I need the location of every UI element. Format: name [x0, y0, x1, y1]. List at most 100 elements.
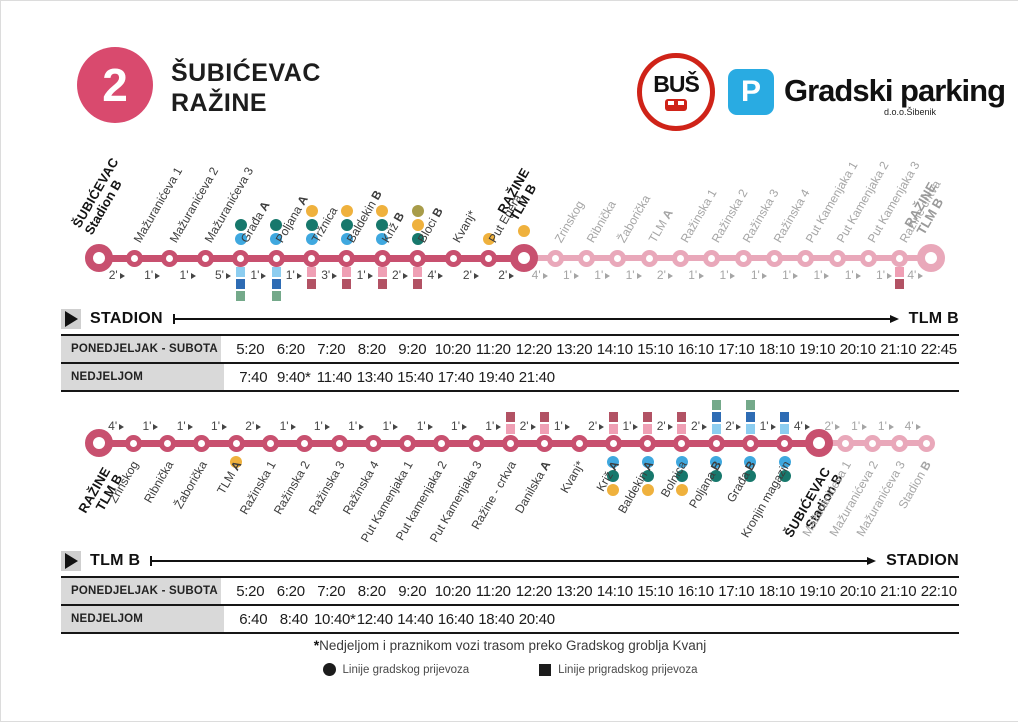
- city-line-dot-marker: [744, 470, 757, 482]
- station-circle: [741, 434, 759, 452]
- legend-suburban-lines: Linije prigradskog prijevoza: [539, 663, 697, 676]
- station-circle: [805, 429, 833, 457]
- segment-time: 1': [617, 268, 651, 282]
- time-arrow-icon: [699, 273, 705, 279]
- station-circle: [227, 434, 245, 452]
- city-line-dot-marker: [305, 205, 318, 217]
- suburban-line-square-marker: [236, 267, 246, 277]
- time-arrow-icon: [701, 424, 707, 430]
- time-cell: 6:20: [276, 582, 305, 600]
- route-number-badge: 2: [77, 47, 153, 123]
- time-cell: 5:20: [236, 582, 265, 600]
- timetable-tlmb-to-stadion: TLM B STADION PONEDJELJAK - SUBOTA 5:20 6:…: [61, 549, 959, 634]
- time-arrow-icon: [824, 273, 830, 279]
- time-arrow-icon: [636, 273, 642, 279]
- station-circle: [917, 434, 935, 452]
- station-circle: [859, 249, 877, 267]
- city-line-dot-marker: [675, 484, 688, 496]
- city-line-dot-marker: [305, 219, 318, 231]
- segment-time: 2': [716, 419, 750, 433]
- city-line-dot-marker: [411, 219, 424, 231]
- city-line-dot-marker: [675, 456, 688, 468]
- timetable-row-label: NEDJELJOM: [61, 606, 224, 632]
- station-circle: [85, 244, 113, 272]
- station-circle: [890, 434, 908, 452]
- suburban-line-square-marker: [745, 424, 755, 434]
- time-arrow-icon: [496, 424, 502, 430]
- station-circle: [261, 434, 279, 452]
- bus-company-logo: BUŠ: [637, 53, 715, 131]
- segment-time: 2': [815, 419, 849, 433]
- time-arrow-icon: [155, 273, 161, 279]
- station-circle: [125, 249, 143, 267]
- time-arrow-icon: [509, 273, 515, 279]
- time-cell: 12:20: [515, 582, 552, 600]
- station-circle: [296, 434, 314, 452]
- time-cell: 13:20: [556, 582, 593, 600]
- city-line-dot-marker: [675, 470, 688, 482]
- time-cell: 9:40*: [276, 368, 311, 386]
- suburban-line-square-marker: [236, 291, 246, 301]
- time-cell: 19:10: [799, 340, 836, 358]
- city-line-dot-marker: [518, 225, 530, 237]
- time-arrow-icon: [119, 424, 125, 430]
- city-line-dot-marker: [340, 233, 353, 245]
- suburban-line-square-marker: [236, 279, 246, 289]
- time-cell: 15:10: [637, 582, 674, 600]
- footnote: *Nedjeljom i praznikom vozi trasom preko…: [1, 637, 1018, 653]
- station-circle: [672, 249, 690, 267]
- time-cell: 6:20: [276, 340, 305, 358]
- segment-time: 1': [241, 268, 275, 282]
- station-label: TLM A: [214, 458, 245, 497]
- segment-time: 5': [206, 268, 240, 282]
- station-circle: [232, 249, 250, 267]
- time-arrow-icon: [887, 273, 893, 279]
- station-circle: [444, 249, 462, 267]
- segment-time: 1': [202, 419, 236, 433]
- suburban-line-square-marker: [540, 424, 550, 434]
- time-cell: 10:40*: [314, 610, 356, 628]
- time-cell: 16:10: [677, 340, 714, 358]
- station-circle: [765, 249, 783, 267]
- time-cell: 17:40: [437, 368, 474, 386]
- segment-time: 2': [682, 419, 716, 433]
- station-circle: [399, 434, 417, 452]
- segment-time: 1': [554, 268, 588, 282]
- segment-time: 1': [545, 419, 579, 433]
- segment-time: 1': [135, 268, 169, 282]
- suburban-line-square-marker: [780, 424, 790, 434]
- route-title: ŠUBIĆEVAC RAŽINE: [171, 59, 321, 118]
- time-arrow-icon: [862, 424, 868, 430]
- time-arrow-icon: [835, 424, 841, 430]
- segment-time: 1': [773, 268, 807, 282]
- timetable-times: 5:20 6:20 7:20 8:20 9:20 10:20 11:20 12:20 13:20…: [230, 336, 959, 362]
- station-circle: [338, 249, 356, 267]
- footnote-text: Nedjeljom i praznikom vozi trasom preko …: [319, 638, 707, 653]
- legend-city-lines: Linije gradskog prijevoza: [322, 663, 469, 676]
- time-cell: 19:40: [478, 368, 515, 386]
- city-line-dot-marker: [411, 233, 424, 245]
- station-circle: [480, 249, 498, 267]
- segment-time: 2': [100, 268, 134, 282]
- timetable-row: PONEDJELJAK - SUBOTA 5:20 6:20 7:20 8:20 9:20…: [61, 334, 959, 362]
- timetable-row-label: PONEDJELJAK - SUBOTA: [61, 336, 221, 362]
- city-line-dot-marker: [641, 484, 654, 496]
- segment-time: 1': [305, 419, 339, 433]
- parking-logo-subtext: d.o.o.Šibenik: [884, 107, 937, 117]
- segment-time: 1': [585, 268, 619, 282]
- station-circle: [409, 249, 427, 267]
- segment-time: 3': [312, 268, 346, 282]
- time-arrow-icon: [667, 273, 673, 279]
- station-circle: [578, 249, 596, 267]
- suburban-line-square-marker: [540, 412, 550, 422]
- segment-time: 4': [418, 268, 452, 282]
- suburban-line-square-icon: [539, 663, 552, 676]
- route-line-dark: [91, 439, 827, 447]
- time-cell: 21:10: [880, 340, 917, 358]
- time-cell: 21:40: [518, 368, 555, 386]
- timetable-row: NEDJELJOM 6:40 8:40 10:40* 12:40 14:40 16:40 18…: [61, 604, 959, 632]
- city-line-dot-marker: [607, 484, 620, 496]
- parking-logo-icon: P: [728, 69, 774, 115]
- station-circle: [124, 434, 142, 452]
- time-cell: 18:10: [758, 340, 795, 358]
